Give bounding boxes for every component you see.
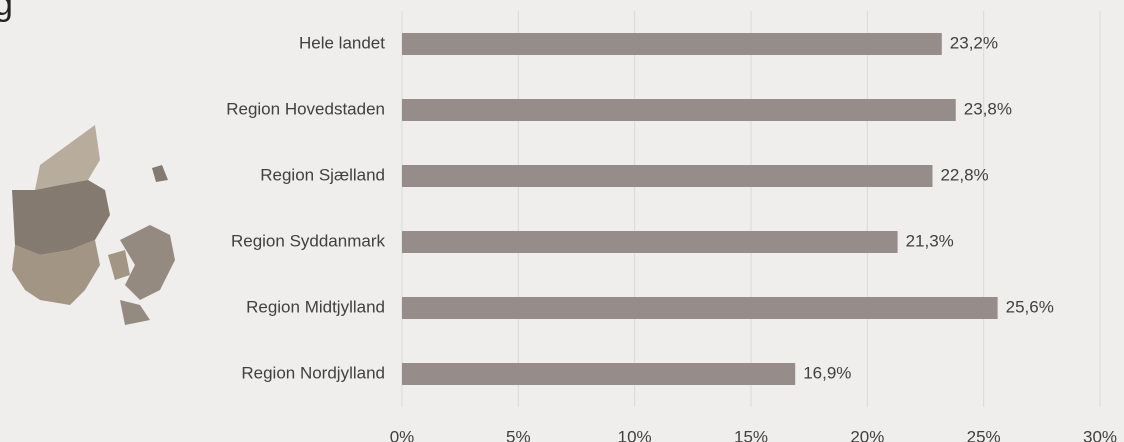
map-denmark [12, 125, 175, 325]
y-tick-label: Region Hovedstaden [226, 99, 385, 118]
bar [402, 231, 898, 253]
value-label: 23,2% [950, 33, 998, 52]
y-tick-label: Region Midtjylland [246, 297, 385, 316]
bar [402, 363, 796, 385]
x-tick-label: 10% [618, 427, 652, 442]
y-tick-label: Region Nordjylland [241, 363, 385, 382]
value-label: 16,9% [803, 363, 851, 382]
x-tick-label: 5% [506, 427, 531, 442]
bar [402, 33, 942, 55]
x-tick-label: 0% [390, 427, 415, 442]
value-label: 22,8% [940, 165, 988, 184]
x-tick-label: 20% [850, 427, 884, 442]
x-tick-label: 15% [734, 427, 768, 442]
value-label: 25,6% [1006, 297, 1054, 316]
value-label: 21,3% [906, 231, 954, 250]
chart-title: g [0, 0, 13, 23]
x-tick-label: 25% [967, 427, 1001, 442]
bar [402, 99, 956, 121]
value-label: 23,8% [964, 99, 1012, 118]
y-tick-label: Region Sjælland [260, 165, 385, 184]
y-tick-label: Region Syddanmark [231, 231, 386, 250]
bar [402, 165, 933, 187]
bar [402, 297, 998, 319]
x-tick-label: 30% [1083, 427, 1117, 442]
y-tick-label: Hele landet [299, 33, 385, 52]
